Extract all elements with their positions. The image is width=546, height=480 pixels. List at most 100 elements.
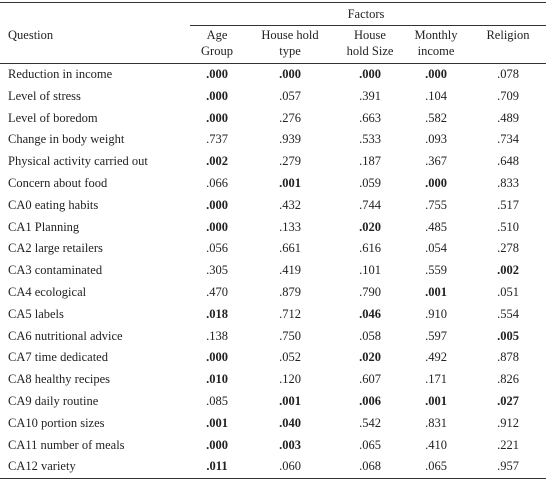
value-cell: .826 <box>497 372 519 387</box>
value-cell: .221 <box>497 437 519 452</box>
value-cell: .391 <box>359 88 381 103</box>
value-cell: .000 <box>206 219 228 234</box>
value-cell: .138 <box>206 328 228 343</box>
value-cell: .737 <box>206 132 228 147</box>
value-cell: .000 <box>206 110 228 125</box>
question-cell: Reduction in income <box>8 67 113 81</box>
value-cell: .002 <box>497 263 519 278</box>
value-cell: .279 <box>279 154 301 169</box>
value-cell: .056 <box>206 241 228 256</box>
value-cell: .533 <box>359 132 381 147</box>
column-header: hold Size <box>346 44 394 58</box>
value-cell: .510 <box>497 219 519 234</box>
value-cell: .001 <box>279 176 301 190</box>
value-cell: .000 <box>206 197 228 212</box>
value-cell: .910 <box>425 306 447 321</box>
value-cell: .419 <box>279 263 301 278</box>
value-cell: .046 <box>359 306 381 321</box>
question-cell: CA4 ecological <box>8 285 87 299</box>
value-cell: .010 <box>206 372 228 387</box>
value-cell: .093 <box>425 132 447 147</box>
value-cell: .001 <box>206 415 228 430</box>
value-cell: .833 <box>497 176 519 190</box>
value-cell: .755 <box>425 197 447 212</box>
value-cell: .027 <box>497 394 519 408</box>
value-cell: .432 <box>279 197 301 212</box>
value-cell: .485 <box>425 219 447 234</box>
value-cell: .060 <box>279 459 301 474</box>
value-cell: .831 <box>425 415 447 430</box>
column-header: House <box>354 28 386 42</box>
question-cell: CA6 nutritional advice <box>8 328 123 343</box>
value-cell: .367 <box>425 154 447 169</box>
question-cell: CA12 variety <box>8 459 76 474</box>
value-cell: .542 <box>359 415 381 430</box>
question-cell: Change in body weight <box>8 132 125 147</box>
value-cell: .616 <box>359 241 381 256</box>
question-cell: Physical activity carried out <box>8 154 148 169</box>
column-header: House hold <box>261 28 319 42</box>
value-cell: .912 <box>497 415 519 430</box>
value-cell: .607 <box>359 372 381 387</box>
value-cell: .065 <box>425 459 447 474</box>
value-cell: .011 <box>206 459 228 474</box>
value-cell: .582 <box>425 110 447 125</box>
value-cell: .000 <box>279 67 301 81</box>
value-cell: .001 <box>279 394 301 408</box>
column-header: Group <box>201 44 233 58</box>
value-cell: .020 <box>359 219 381 234</box>
question-cell: CA9 daily routine <box>8 394 99 408</box>
question-cell: Level of boredom <box>8 110 98 125</box>
value-cell: .000 <box>206 350 228 365</box>
value-cell: .790 <box>359 285 381 299</box>
question-cell: CA3 contaminated <box>8 263 103 278</box>
value-cell: .878 <box>497 350 519 365</box>
value-cell: .052 <box>279 350 301 365</box>
value-cell: .006 <box>359 394 381 408</box>
column-header: type <box>279 44 301 58</box>
value-cell: .712 <box>279 306 301 321</box>
value-cell: .939 <box>279 132 301 147</box>
question-cell: CA1 Planning <box>8 219 80 234</box>
value-cell: .040 <box>279 415 301 430</box>
group-header: Factors <box>347 7 385 21</box>
question-cell: CA2 large retailers <box>8 241 103 256</box>
question-header: Question <box>8 28 54 42</box>
question-cell: CA8 healthy recipes <box>8 372 111 387</box>
top-rule <box>0 2 546 3</box>
column-header: Monthly <box>414 28 458 42</box>
value-cell: .879 <box>279 285 301 299</box>
question-cell: CA10 portion sizes <box>8 415 105 430</box>
value-cell: .750 <box>279 328 301 343</box>
value-cell: .018 <box>206 306 228 321</box>
value-cell: .489 <box>497 110 519 125</box>
value-cell: .133 <box>279 219 301 234</box>
header-rule <box>0 63 546 64</box>
value-cell: .000 <box>206 88 228 103</box>
value-cell: .000 <box>425 67 447 81</box>
value-cell: .744 <box>359 197 381 212</box>
value-cell: .559 <box>425 263 447 278</box>
value-cell: .059 <box>359 176 381 190</box>
value-cell: .101 <box>359 263 381 278</box>
value-cell: .001 <box>425 394 447 408</box>
value-cell: .005 <box>497 328 519 343</box>
group-rule <box>190 25 546 26</box>
value-cell: .187 <box>359 154 381 169</box>
value-cell: .000 <box>425 176 447 190</box>
column-header: Religion <box>486 28 530 42</box>
value-cell: .000 <box>206 67 228 81</box>
value-cell: .661 <box>279 241 301 256</box>
question-cell: CA0 eating habits <box>8 197 99 212</box>
value-cell: .000 <box>206 437 228 452</box>
question-cell: CA5 labels <box>8 306 64 321</box>
value-cell: .058 <box>359 328 381 343</box>
value-cell: .171 <box>425 372 447 387</box>
value-cell: .003 <box>279 437 301 452</box>
column-header: income <box>417 44 455 58</box>
value-cell: .278 <box>497 241 519 256</box>
question-cell: Level of stress <box>8 88 81 103</box>
question-cell: CA7 time dedicated <box>8 350 108 365</box>
value-cell: .120 <box>279 372 301 387</box>
